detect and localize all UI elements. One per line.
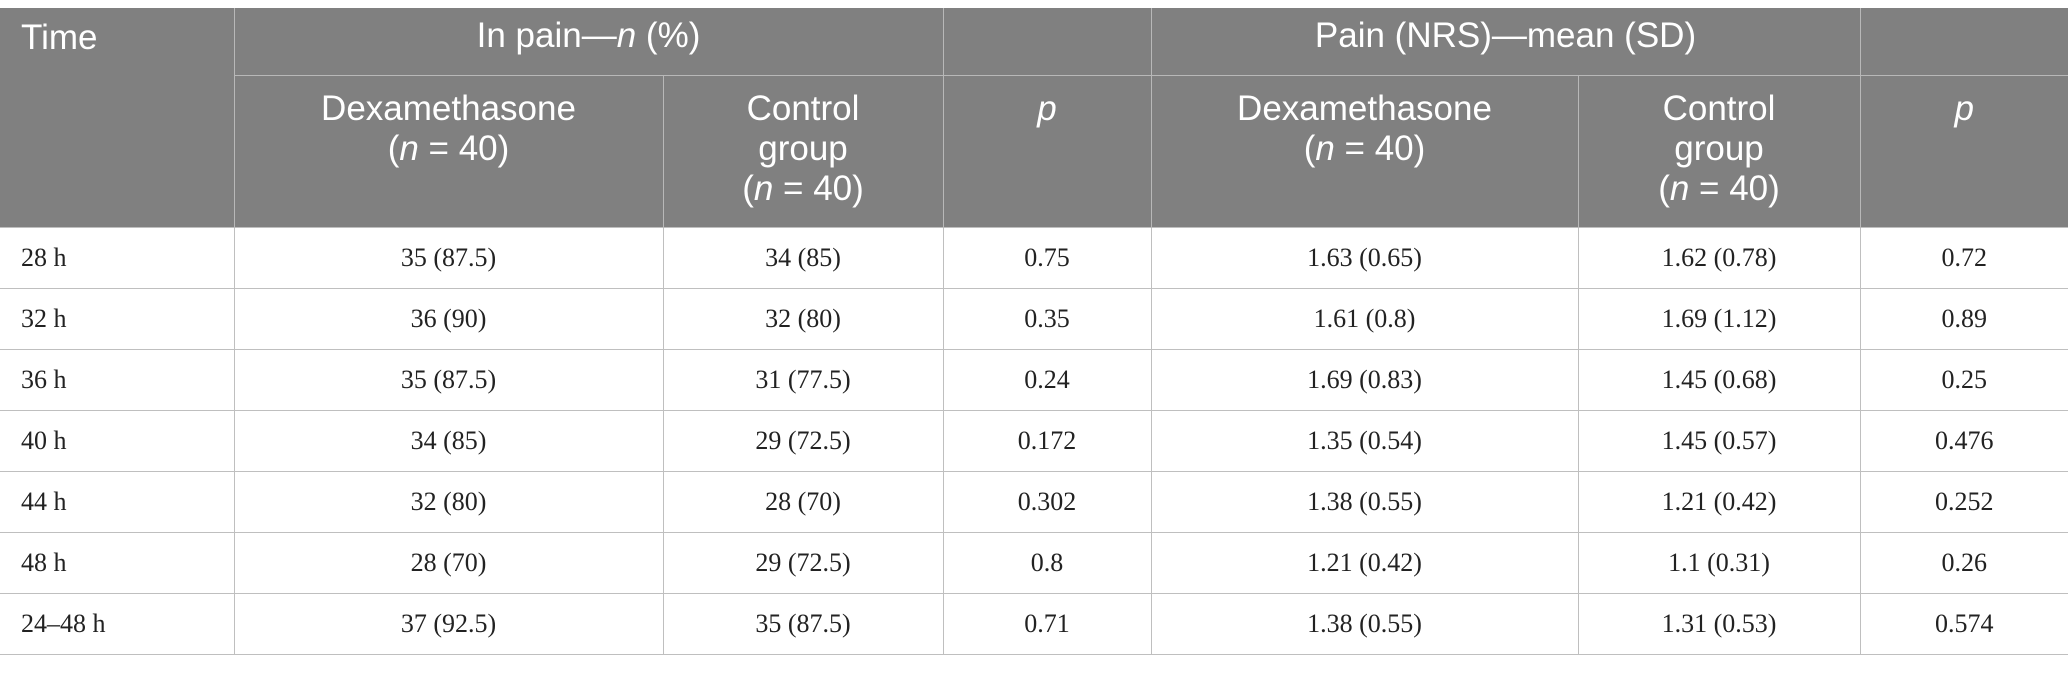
cell-nrs-control: 1.69 (1.12) bbox=[1577, 288, 1861, 350]
cell-nrs-p: 0.26 bbox=[1859, 532, 2068, 594]
cell-in-pain-dexamethasone: 34 (85) bbox=[233, 410, 664, 472]
cell-nrs-p: 0.89 bbox=[1859, 288, 2068, 350]
cell-nrs-control: 1.21 (0.42) bbox=[1577, 471, 1861, 533]
header-blank-1 bbox=[942, 8, 1152, 76]
header-p-1: p bbox=[942, 75, 1152, 228]
cell-nrs-dexamethasone: 1.38 (0.55) bbox=[1150, 593, 1579, 655]
cell-nrs-dexamethasone: 1.63 (0.65) bbox=[1150, 227, 1579, 289]
cell-in-pain-p: 0.8 bbox=[942, 532, 1152, 594]
cell-in-pain-control: 29 (72.5) bbox=[662, 410, 944, 472]
cell-in-pain-dexamethasone: 35 (87.5) bbox=[233, 227, 664, 289]
header-control-1: Control group (n = 40) bbox=[662, 75, 944, 228]
header-blank-2 bbox=[1859, 8, 2068, 76]
cell-in-pain-p: 0.35 bbox=[942, 288, 1152, 350]
cell-in-pain-dexamethasone: 32 (80) bbox=[233, 471, 664, 533]
results-table-container: Time In pain—n (%) Pain (NRS)—mean (SD) … bbox=[0, 8, 2068, 655]
cell-in-pain-p: 0.302 bbox=[942, 471, 1152, 533]
cell-nrs-dexamethasone: 1.61 (0.8) bbox=[1150, 288, 1579, 350]
cell-nrs-dexamethasone: 1.21 (0.42) bbox=[1150, 532, 1579, 594]
table-body: 28 h 35 (87.5) 34 (85) 0.75 1.63 (0.65) … bbox=[0, 227, 2068, 655]
cell-in-pain-p: 0.75 bbox=[942, 227, 1152, 289]
cell-in-pain-p: 0.172 bbox=[942, 410, 1152, 472]
cell-time: 40 h bbox=[0, 410, 235, 472]
cell-nrs-p: 0.72 bbox=[1859, 227, 2068, 289]
cell-in-pain-control: 34 (85) bbox=[662, 227, 944, 289]
table-row: 24–48 h 37 (92.5) 35 (87.5) 0.71 1.38 (0… bbox=[0, 593, 2068, 655]
table-header: Time In pain—n (%) Pain (NRS)—mean (SD) … bbox=[0, 8, 2068, 228]
cell-nrs-dexamethasone: 1.35 (0.54) bbox=[1150, 410, 1579, 472]
cell-nrs-dexamethasone: 1.38 (0.55) bbox=[1150, 471, 1579, 533]
cell-nrs-control: 1.31 (0.53) bbox=[1577, 593, 1861, 655]
cell-in-pain-dexamethasone: 37 (92.5) bbox=[233, 593, 664, 655]
cell-in-pain-control: 29 (72.5) bbox=[662, 532, 944, 594]
cell-in-pain-p: 0.24 bbox=[942, 349, 1152, 411]
cell-nrs-dexamethasone: 1.69 (0.83) bbox=[1150, 349, 1579, 411]
cell-time: 48 h bbox=[0, 532, 235, 594]
cell-in-pain-dexamethasone: 35 (87.5) bbox=[233, 349, 664, 411]
table-row: 32 h 36 (90) 32 (80) 0.35 1.61 (0.8) 1.6… bbox=[0, 288, 2068, 350]
cell-nrs-control: 1.45 (0.57) bbox=[1577, 410, 1861, 472]
cell-time: 24–48 h bbox=[0, 593, 235, 655]
pain-results-table: Time In pain—n (%) Pain (NRS)—mean (SD) … bbox=[0, 8, 2068, 655]
cell-nrs-p: 0.574 bbox=[1859, 593, 2068, 655]
header-dexamethasone-1: Dexamethasone (n = 40) bbox=[234, 75, 664, 228]
cell-in-pain-p: 0.71 bbox=[942, 593, 1152, 655]
table-row: 40 h 34 (85) 29 (72.5) 0.172 1.35 (0.54)… bbox=[0, 410, 2068, 472]
cell-in-pain-control: 28 (70) bbox=[662, 471, 944, 533]
header-pain-nrs: Pain (NRS)—mean (SD) bbox=[1150, 8, 1861, 76]
table-row: 28 h 35 (87.5) 34 (85) 0.75 1.63 (0.65) … bbox=[0, 227, 2068, 289]
cell-in-pain-control: 31 (77.5) bbox=[662, 349, 944, 411]
cell-in-pain-control: 35 (87.5) bbox=[662, 593, 944, 655]
cell-nrs-control: 1.62 (0.78) bbox=[1577, 227, 1861, 289]
cell-nrs-p: 0.252 bbox=[1859, 471, 2068, 533]
cell-time: 44 h bbox=[0, 471, 235, 533]
table-row: 36 h 35 (87.5) 31 (77.5) 0.24 1.69 (0.83… bbox=[0, 349, 2068, 411]
table-row: 44 h 32 (80) 28 (70) 0.302 1.38 (0.55) 1… bbox=[0, 471, 2068, 533]
cell-in-pain-dexamethasone: 36 (90) bbox=[233, 288, 664, 350]
cell-nrs-p: 0.476 bbox=[1859, 410, 2068, 472]
cell-time: 32 h bbox=[0, 288, 235, 350]
cell-nrs-control: 1.45 (0.68) bbox=[1577, 349, 1861, 411]
header-time: Time bbox=[0, 8, 235, 228]
table-row: 48 h 28 (70) 29 (72.5) 0.8 1.21 (0.42) 1… bbox=[0, 532, 2068, 594]
header-dexamethasone-2: Dexamethasone (n = 40) bbox=[1150, 75, 1579, 228]
cell-nrs-control: 1.1 (0.31) bbox=[1577, 532, 1861, 594]
cell-time: 36 h bbox=[0, 349, 235, 411]
cell-in-pain-dexamethasone: 28 (70) bbox=[233, 532, 664, 594]
header-p-2: p bbox=[1859, 75, 2068, 228]
cell-nrs-p: 0.25 bbox=[1859, 349, 2068, 411]
header-in-pain: In pain—n (%) bbox=[233, 8, 944, 76]
cell-time: 28 h bbox=[0, 227, 235, 289]
cell-in-pain-control: 32 (80) bbox=[662, 288, 944, 350]
header-control-2: Control group (n = 40) bbox=[1577, 75, 1861, 228]
